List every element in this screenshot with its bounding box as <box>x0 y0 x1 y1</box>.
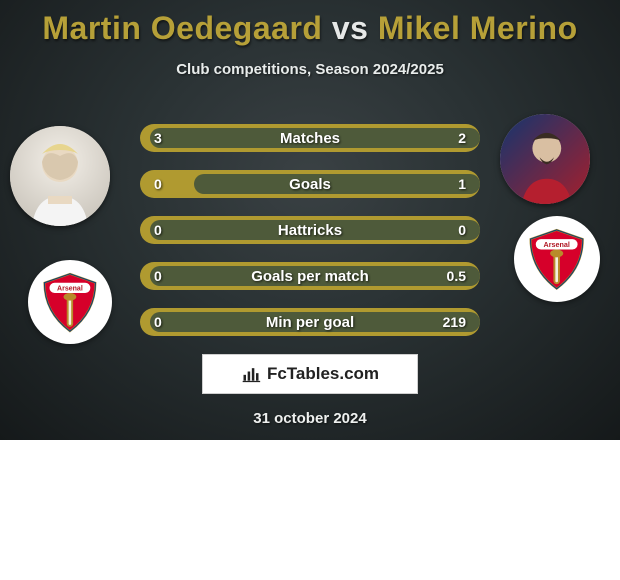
background-bottom <box>0 440 620 580</box>
title-player1: Martin Oedegaard <box>42 10 322 46</box>
date-line: 31 october 2024 <box>0 410 620 427</box>
page-title: Martin Oedegaard vs Mikel Merino <box>0 0 620 47</box>
source-text: FcTables.com <box>267 364 379 384</box>
portrait-placeholder-icon <box>10 126 110 226</box>
player1-photo <box>10 126 110 226</box>
bar-fill <box>150 128 480 148</box>
club-crest-icon: Arsenal <box>38 270 102 334</box>
comparison-bars: 32Matches 01Goals 00Hattricks 00.5Goals per… <box>140 124 480 354</box>
bar-fill <box>150 312 480 332</box>
club-crest-icon: Arsenal <box>524 226 589 291</box>
portrait-placeholder-icon <box>500 114 590 204</box>
player2-photo <box>500 114 590 204</box>
bar-row: 00Hattricks <box>140 216 480 244</box>
svg-text:Arsenal: Arsenal <box>544 241 570 249</box>
bar-chart-icon <box>241 364 261 384</box>
svg-text:Arsenal: Arsenal <box>57 286 83 293</box>
bar-row: 0219Min per goal <box>140 308 480 336</box>
title-player2: Mikel Merino <box>378 10 578 46</box>
player1-club-badge: Arsenal <box>28 260 112 344</box>
title-vs: vs <box>332 10 369 46</box>
source-attribution: FcTables.com <box>202 354 418 394</box>
bar-fill <box>150 266 480 286</box>
bar-row: 01Goals <box>140 170 480 198</box>
player2-club-badge: Arsenal <box>514 216 600 302</box>
subtitle: Club competitions, Season 2024/2025 <box>0 61 620 78</box>
bar-row: 32Matches <box>140 124 480 152</box>
bar-fill <box>194 174 480 194</box>
bar-fill <box>150 220 480 240</box>
content-area: Martin Oedegaard vs Mikel Merino Club co… <box>0 0 620 78</box>
bar-row: 00.5Goals per match <box>140 262 480 290</box>
